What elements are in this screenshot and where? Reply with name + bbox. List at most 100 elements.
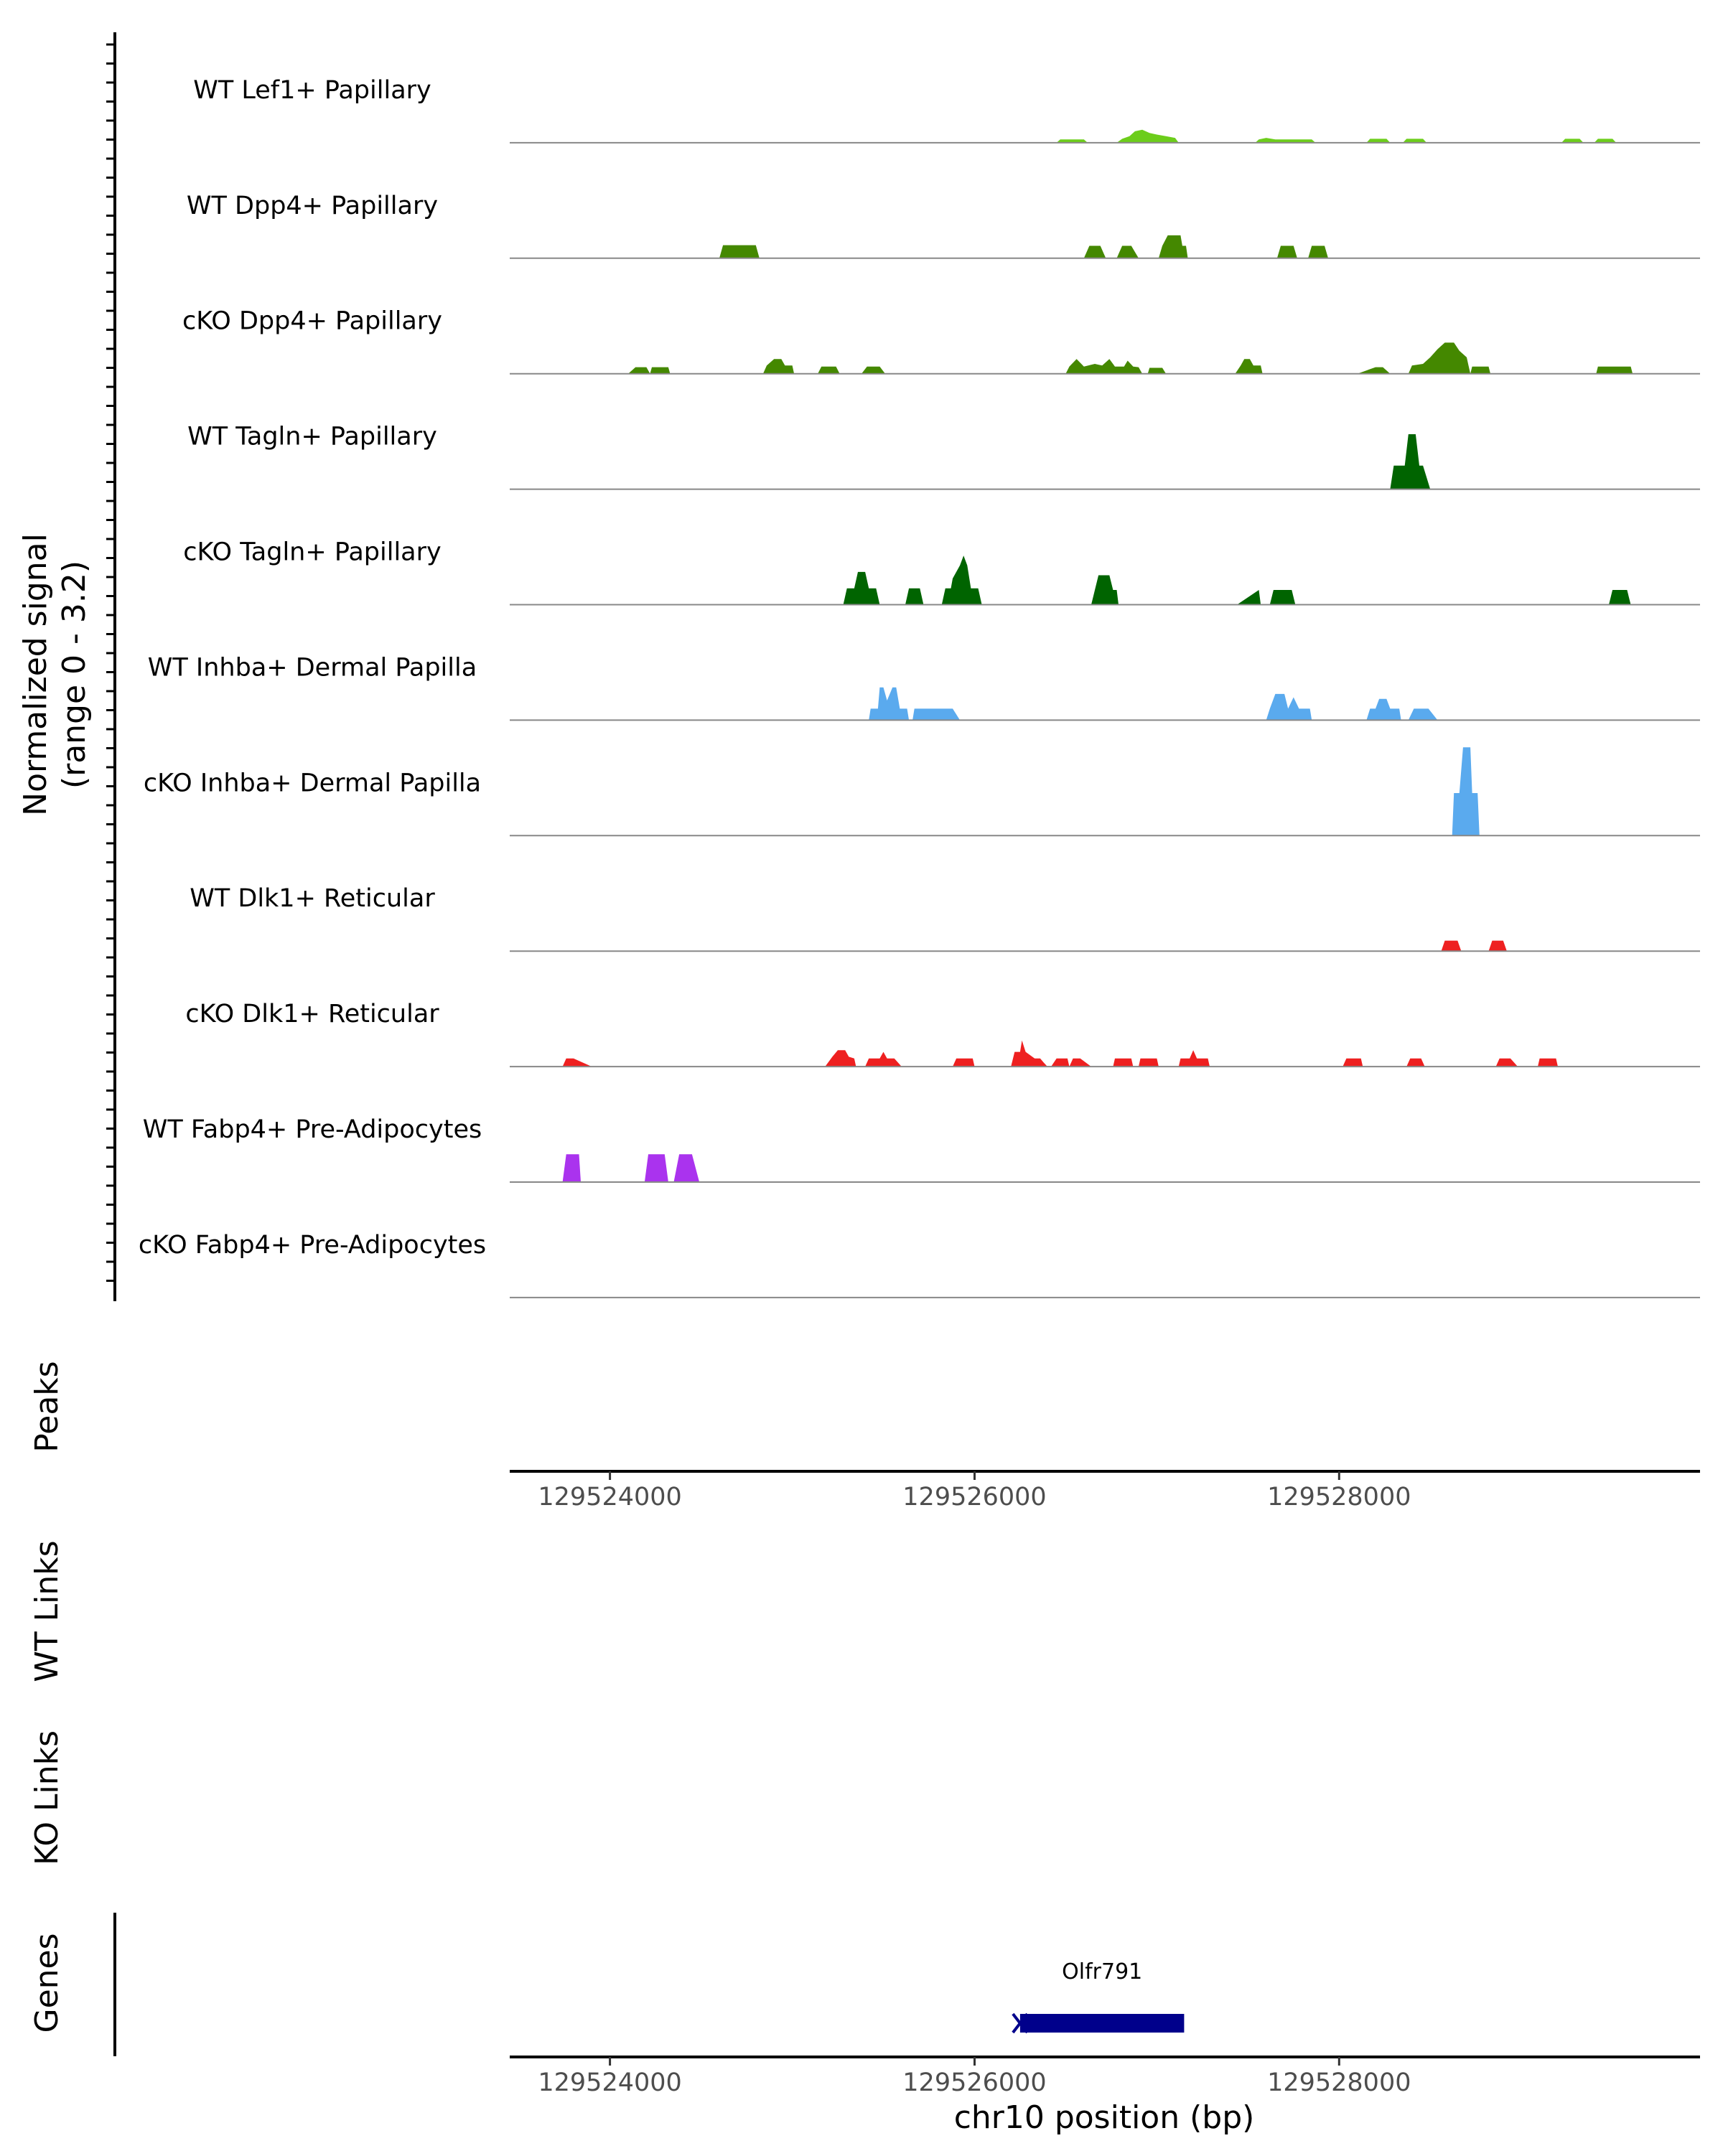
coverage-peak [1235,359,1263,374]
coverage-peak [644,1154,668,1182]
x-axis-tick-label: 129526000 [902,2068,1046,2097]
coverage-peak [1441,940,1462,952]
coverage-peak [1609,590,1631,605]
track: WT Lef1+ Papillary [193,76,1700,144]
track: cKO Dpp4+ Papillary [182,307,1700,375]
coverage-peak [1116,129,1179,143]
coverage-peak [818,366,840,374]
coverage-peak [825,1050,856,1067]
x-axis-tick-label: 129528000 [1267,1483,1411,1511]
coverage-peak [1343,1058,1363,1067]
genes-section-label: Genes [29,1933,65,2033]
strand-marker [1012,2012,1029,2034]
coverage-peak [1269,590,1296,605]
coverage-peak [673,1154,700,1182]
coverage-peak [1011,1040,1047,1067]
track: cKO Fabp4+ Pre-Adipocytes [139,1231,1700,1298]
ko-links-section-label: KO Links [29,1730,65,1865]
track: cKO Tagln+ Papillary [183,538,1700,606]
coverage-peak [562,1058,592,1067]
coverage-peak [1495,1058,1518,1067]
coverage-peak [1113,1058,1134,1067]
x-axis-bottom: 129524000 129526000 129528000 [538,2057,1411,2097]
coverage-peak [1069,1058,1091,1067]
track-label: cKO Dpp4+ Papillary [182,307,442,336]
coverage-peak [562,1154,581,1182]
wt-links-section-label: WT Links [29,1540,65,1682]
track: cKO Inhba+ Dermal Papilla [144,747,1700,837]
track-label: WT Inhba+ Dermal Papilla [148,653,477,682]
coverage-peak [843,571,880,605]
y-axis-title-line1: Normalized signal [17,533,54,816]
x-axis-tick-label: 129528000 [1267,2068,1411,2097]
coverage-peak [650,367,671,374]
peaks-section-label: Peaks [29,1361,65,1452]
x-axis-title: chr10 position (bp) [954,2099,1255,2136]
coverage-peak [1538,1058,1558,1067]
coverage-peak [1357,367,1391,374]
coverage-peak [1255,138,1316,143]
coverage-peak [1266,693,1312,721]
coverage-peak [1403,139,1427,143]
coverage-peak [1158,235,1188,258]
track: cKO Dlk1+ Reticular [185,1000,1700,1068]
track-label: WT Dpp4+ Papillary [187,192,438,220]
coverage-peak [1390,434,1431,489]
track-label: cKO Fabp4+ Pre-Adipocytes [139,1231,486,1260]
track: WT Dlk1+ Reticular [190,884,1700,952]
coverage-peak [941,556,982,605]
coverage-peak [869,687,910,721]
coverage-peak [912,708,961,721]
track-label: cKO Dlk1+ Reticular [185,1000,439,1028]
coverage-peak [1091,575,1119,605]
track: WT Tagln+ Papillary [187,423,1700,490]
track-label: WT Dlk1+ Reticular [190,884,435,913]
track: WT Dpp4+ Papillary [187,192,1700,259]
track: WT Inhba+ Dermal Papilla [148,653,1700,721]
y-axis-title-line2: (range 0 - 3.2) [56,561,93,789]
coverage-peak [1406,1058,1425,1067]
coverage-peak [1408,708,1438,721]
coverage-peak [1470,366,1490,374]
y-axis-title: Normalized signal (range 0 - 3.2) [17,533,93,816]
coverage-peak [762,359,795,374]
coverage-peak [1596,366,1633,374]
coverage-peak [1594,139,1617,143]
gene: Olfr791 [1012,1959,1185,2034]
track-label: WT Fabp4+ Pre-Adipocytes [143,1115,482,1144]
coverage-peak [1408,342,1471,374]
y-axis-ticks [106,43,115,1282]
gene-annotations: Olfr791 [1012,1959,1185,2034]
coverage-peak [1366,139,1391,143]
gene-body [1019,2014,1185,2033]
track: WT Fabp4+ Pre-Adipocytes [143,1115,1700,1183]
coverage-peak [905,588,924,605]
coverage-peak [953,1058,975,1067]
coverage-peak [1065,359,1143,374]
x-axis-top: 129524000 129526000 129528000 [538,1471,1411,1511]
coverage-peak [1139,1058,1159,1067]
coverage-peak [1366,698,1401,721]
track-label: WT Tagln+ Papillary [187,423,437,451]
coverage-peak [1561,139,1584,143]
coverage-tracks: WT Lef1+ Papillary WT Dpp4+ Papillary cKO … [139,76,1700,1298]
track-label: WT Lef1+ Papillary [193,76,431,105]
gene-label: Olfr791 [1062,1959,1142,1984]
coverage-peak [862,366,885,374]
coverage-peak [1147,367,1167,374]
coverage-peak [865,1051,902,1067]
coverage-peak [1178,1050,1210,1067]
x-axis-tick-label: 129526000 [902,1483,1046,1511]
track-label: cKO Inhba+ Dermal Papilla [144,769,481,797]
x-axis-tick-label: 129524000 [538,1483,681,1511]
coverage-peak [628,367,650,374]
x-axis-tick-label: 129524000 [538,2068,681,2097]
coverage-peak [1116,245,1139,258]
coverage-peak [1056,139,1088,143]
coverage-peak [1308,245,1328,258]
coverage-peak [1237,590,1261,605]
coverage-peak [1488,940,1507,952]
coverage-peak [1452,747,1480,836]
